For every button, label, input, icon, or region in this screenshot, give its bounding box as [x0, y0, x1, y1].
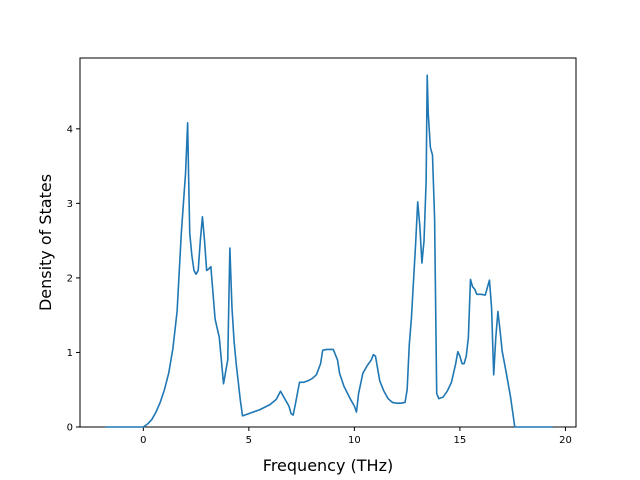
- y-tick-label: 0: [67, 423, 73, 434]
- x-tick-label: 15: [454, 435, 467, 446]
- y-tick-label: 3: [67, 199, 73, 210]
- plot-frame: [79, 57, 577, 428]
- x-axis-ticks: 0 5 10 15 20: [140, 427, 572, 446]
- series-layer: [105, 74, 553, 428]
- y-tick-label: 2: [67, 273, 73, 284]
- x-tick-label: 10: [348, 435, 361, 446]
- x-axis-label: Frequency (THz): [263, 456, 393, 475]
- y-axis-ticks: 0 1 2 3 4: [67, 124, 80, 434]
- y-tick-label: 4: [67, 124, 73, 135]
- x-tick-label: 5: [246, 435, 252, 446]
- x-tick-label: 0: [140, 435, 146, 446]
- dos-series-line: [105, 74, 553, 428]
- y-tick-label: 1: [67, 348, 73, 359]
- x-tick-label: 20: [559, 435, 572, 446]
- y-axis-label: Density of States: [36, 174, 55, 311]
